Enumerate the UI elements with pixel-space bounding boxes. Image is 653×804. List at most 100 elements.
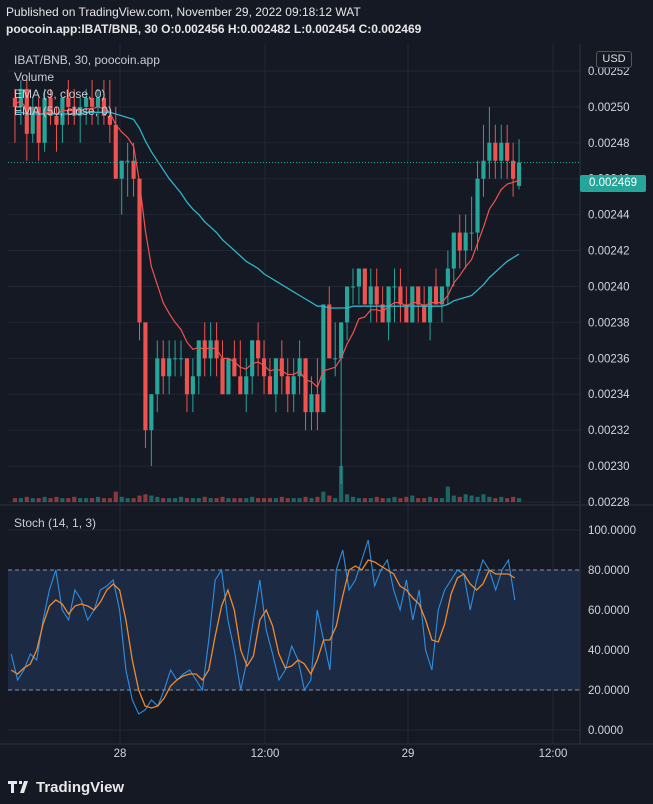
- candle-body: [386, 286, 391, 323]
- volume-bar: [12, 498, 18, 502]
- volume-bar: [232, 498, 237, 502]
- stoch-tick-label: 40.0000: [588, 645, 630, 657]
- volume-bar: [95, 496, 101, 502]
- candle-body: [469, 232, 474, 234]
- candle-body: [279, 358, 284, 377]
- stoch-tick-label: 80.0000: [588, 565, 630, 577]
- volume-bar: [107, 498, 112, 502]
- ema9-line: [14, 100, 520, 389]
- currency-button[interactable]: USD: [596, 51, 632, 68]
- volume-bar: [131, 498, 136, 502]
- volume-bar: [303, 496, 308, 502]
- volume-bar: [18, 498, 23, 502]
- volume-bar: [362, 498, 367, 502]
- price-tick-label: 0.00232: [588, 425, 630, 437]
- candle-body: [220, 358, 225, 395]
- candle-body: [78, 106, 83, 116]
- volume-bar: [297, 498, 302, 502]
- volume-bar: [428, 496, 433, 502]
- tradingview-logo[interactable]: TradingView: [8, 779, 124, 796]
- stoch-tick-label: 0.0000: [588, 725, 623, 737]
- volume-bar: [143, 494, 148, 502]
- symbol-ohlc-line: poocoin.app:IBAT/BNB, 30 O:0.002456 H:0.…: [6, 22, 422, 36]
- candle-body: [362, 268, 367, 305]
- tradingview-logo-icon: [8, 780, 32, 793]
- stoch-tick-label: 20.0000: [588, 685, 630, 697]
- volume-bar: [315, 496, 320, 502]
- volume-bar: [84, 498, 89, 502]
- candle-body: [131, 160, 136, 179]
- stoch-band-lines: [8, 569, 580, 691]
- volume-bar: [196, 498, 201, 502]
- volume-bar: [24, 496, 29, 502]
- time-tick-label: 28: [114, 748, 127, 760]
- candle-body: [339, 322, 344, 359]
- volume-bar: [511, 496, 516, 502]
- time-tick-label: 29: [402, 748, 415, 760]
- stoch-k-line: [10, 539, 516, 715]
- volume-bar: [416, 498, 421, 502]
- volume-bar: [30, 498, 35, 502]
- volume-bar: [161, 498, 166, 502]
- candle-body: [463, 232, 468, 251]
- volume-bar: [42, 496, 47, 502]
- volume-bar: [220, 496, 225, 502]
- candle-body: [149, 394, 154, 431]
- volume-bar: [285, 498, 290, 502]
- volume-bar: [256, 498, 261, 502]
- volume-bar: [410, 495, 415, 502]
- price-tick-label: 0.00248: [588, 138, 630, 150]
- stoch-d-line: [10, 559, 516, 709]
- candle-body: [303, 358, 308, 413]
- volume-bar: [244, 498, 249, 502]
- volume-bar: [167, 498, 172, 502]
- volume-bar: [499, 496, 504, 502]
- candle-body: [350, 286, 356, 288]
- candle-body: [475, 178, 480, 233]
- volume-bar: [386, 498, 391, 502]
- volume-bar: [149, 495, 154, 502]
- volume-bar: [155, 496, 160, 502]
- candle-body: [178, 358, 184, 360]
- volume-bar: [475, 496, 480, 502]
- volume-bar: [208, 498, 213, 502]
- last-price-label: 0.002469: [580, 175, 646, 192]
- candle-body: [232, 358, 237, 377]
- volume-bar: [451, 495, 456, 502]
- volume-bar: [279, 496, 284, 502]
- candle-body: [42, 97, 47, 143]
- volume-bar: [238, 498, 243, 502]
- candle-body: [36, 106, 41, 143]
- chart-canvas[interactable]: 0.002520.002500.002480.002460.002440.002…: [0, 44, 653, 770]
- candle-body: [333, 358, 338, 360]
- candle-body: [445, 268, 450, 287]
- price-axis-labels: 0.002520.002500.002480.002460.002440.002…: [588, 66, 630, 509]
- candle-body: [30, 106, 35, 134]
- price-tick-label: 0.00236: [588, 353, 630, 365]
- volume-bar: [380, 498, 385, 502]
- volume-bar: [344, 494, 350, 502]
- candle-body: [404, 304, 409, 323]
- candle-body: [321, 304, 326, 413]
- volume-bar: [78, 498, 83, 502]
- volume-bar: [250, 496, 255, 502]
- candle-body: [451, 232, 456, 269]
- legend-volume: Volume: [14, 70, 55, 84]
- candle-body: [457, 232, 462, 251]
- candle-body: [72, 106, 77, 116]
- volume-bar: [291, 498, 296, 502]
- volume-bar: [321, 491, 326, 502]
- candle-body: [481, 160, 486, 179]
- volume-bar: [173, 498, 178, 502]
- candle-body: [12, 97, 18, 107]
- volume-bar: [261, 498, 267, 502]
- volume-bar: [368, 498, 373, 502]
- volume-bar: [48, 498, 53, 502]
- price-tick-label: 0.00228: [588, 497, 630, 509]
- volume-bar: [327, 495, 332, 502]
- candle-body: [285, 376, 290, 395]
- time-tick-label: 12:00: [539, 748, 568, 760]
- stoch-band-fill: [8, 570, 580, 690]
- candle-body: [516, 162, 522, 186]
- ema50-line: [15, 111, 520, 309]
